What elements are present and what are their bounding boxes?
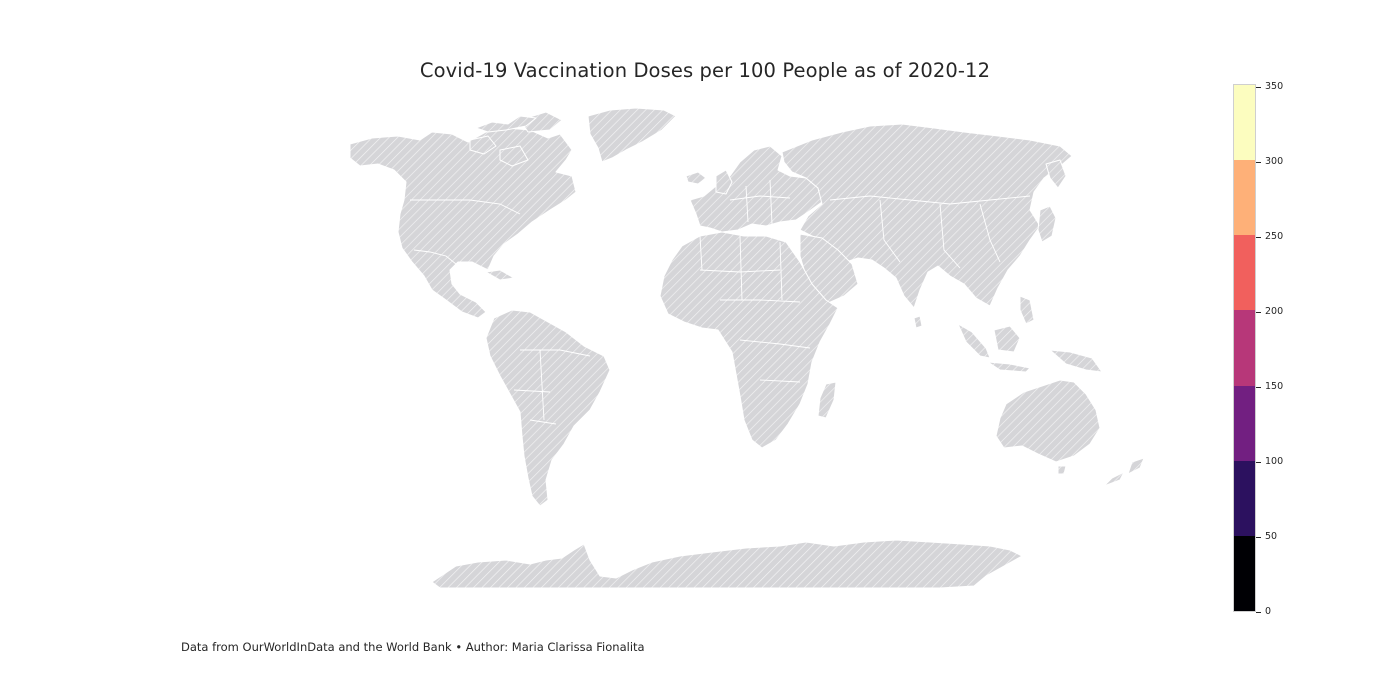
us-canada-border [410, 199, 521, 215]
colorbar-bin-200-250 [1234, 235, 1255, 311]
colorbar-tick [1256, 462, 1261, 463]
madagascar [817, 381, 837, 419]
colorbar-bin-250-300 [1234, 160, 1255, 236]
colorbar-bin-100-150 [1234, 385, 1255, 461]
us-mexico-border [413, 249, 457, 265]
colorbar-bin-50-100 [1234, 460, 1255, 536]
south-america-borders [513, 349, 591, 425]
australia [995, 379, 1101, 463]
java [987, 361, 1031, 373]
colorbar-tick-label: 0 [1265, 606, 1272, 617]
colorbar-bin-300-350 [1234, 85, 1255, 161]
north-america [349, 127, 577, 319]
africa-borders [699, 235, 811, 383]
antarctica [431, 539, 1023, 589]
new-guinea [1049, 349, 1103, 373]
greenland [587, 107, 677, 163]
iceland [685, 171, 707, 185]
hudson-bay-islands [469, 111, 563, 167]
great-britain [715, 169, 733, 195]
philippines [1019, 295, 1035, 325]
cuba [485, 269, 515, 281]
map-title: Covid-19 Vaccination Doses per 100 Peopl… [419, 59, 991, 82]
canadian-arctic-islands [475, 115, 537, 133]
colorbar-tick [1256, 312, 1261, 313]
colorbar-tick-label: 250 [1265, 231, 1284, 242]
colorbar-bin-0-50 [1234, 535, 1255, 611]
borneo [993, 325, 1021, 353]
europe-borders [729, 179, 791, 225]
colorbar-tick-label: 50 [1265, 531, 1278, 542]
colorbar-tick [1256, 537, 1261, 538]
colorbar [1233, 84, 1256, 612]
japan [1037, 205, 1057, 243]
asia-borders [829, 195, 1031, 269]
colorbar-bin-150-200 [1234, 310, 1255, 386]
tasmania [1057, 465, 1067, 475]
colorbar-tick-label: 150 [1265, 381, 1284, 392]
colorbar-tick [1256, 237, 1261, 238]
colorbar-tick [1256, 612, 1261, 613]
source-credit: Data from OurWorldInData and the World B… [181, 640, 645, 654]
africa [659, 231, 839, 449]
colorbar-tick-label: 300 [1265, 156, 1284, 167]
colorbar-tick-label: 200 [1265, 306, 1284, 317]
colorbar-tick-label: 350 [1265, 81, 1284, 92]
colorbar-tick [1256, 387, 1261, 388]
south-america [485, 309, 611, 507]
asia [781, 123, 1073, 309]
sri-lanka [913, 315, 923, 329]
kamchatka [1045, 159, 1067, 189]
colorbar-tick-label: 100 [1265, 456, 1284, 467]
colorbar-tick [1256, 87, 1261, 88]
new-zealand [1103, 457, 1145, 487]
sumatra [957, 323, 991, 359]
colorbar-tick [1256, 162, 1261, 163]
